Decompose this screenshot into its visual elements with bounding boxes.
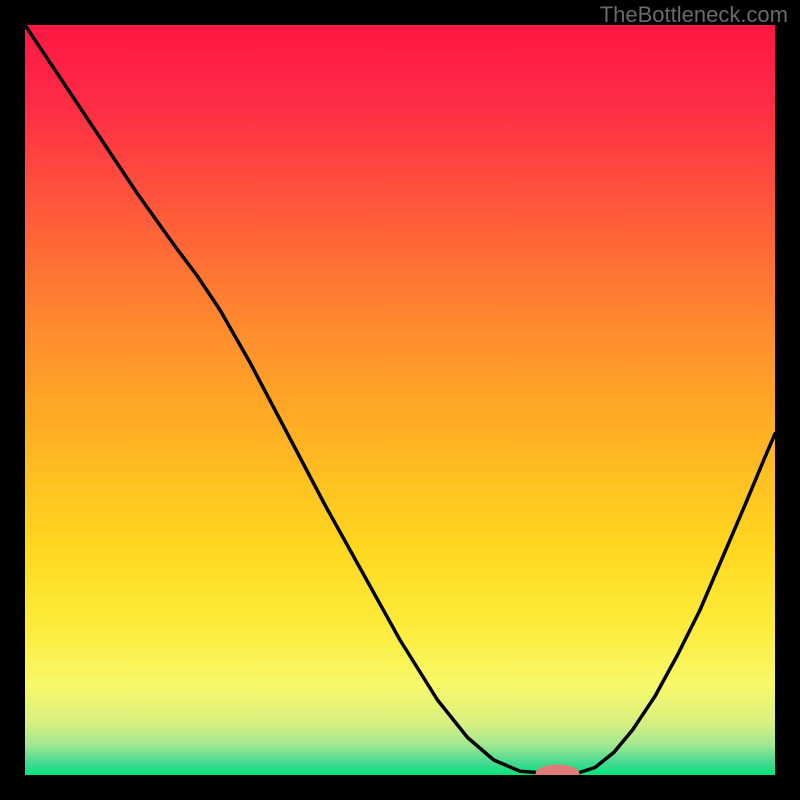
watermark-text: TheBottleneck.com xyxy=(600,2,788,28)
chart-background xyxy=(25,25,775,775)
chart-svg xyxy=(25,25,775,775)
bottleneck-chart xyxy=(25,25,775,775)
